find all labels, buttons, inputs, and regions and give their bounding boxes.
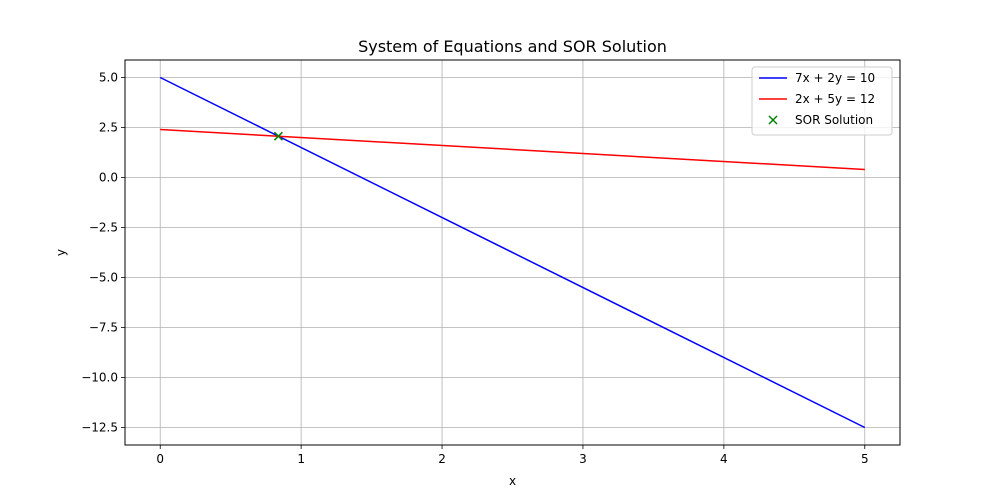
y-tick-label: −5.0	[89, 271, 118, 285]
x-tick-label: 1	[297, 452, 305, 466]
x-tick-label: 4	[720, 452, 728, 466]
y-tick-label: −10.0	[81, 371, 118, 385]
legend-entry: SOR Solution	[768, 113, 873, 127]
axis-ticks: 0 1 2 3 4 5 5.0 2.5 0.0 −2.5 −5.0 −7.5 −10.0 −12.5	[81, 71, 868, 467]
legend-entry: 2x + 5y = 12	[759, 92, 875, 106]
y-tick-label: −2.5	[89, 221, 118, 235]
plot-frame	[124, 59, 901, 446]
y-tick-label: −12.5	[81, 421, 118, 435]
y-tick-label: −7.5	[89, 321, 118, 335]
plot-series	[159, 76, 866, 429]
legend: 7x + 2y = 10 2x + 5y = 12 SOR Solution	[751, 66, 893, 136]
y-axis-label: y	[54, 249, 68, 256]
x-tick-label: 0	[156, 452, 164, 466]
legend-label: 7x + 2y = 10	[795, 71, 875, 85]
legend-entry: 7x + 2y = 10	[759, 71, 875, 85]
x-tick-label: 3	[579, 452, 587, 466]
x-axis-label: x	[509, 474, 516, 488]
x-tick-label: 2	[438, 452, 446, 466]
chart-title: System of Equations and SOR Solution	[358, 37, 667, 56]
y-tick-label: 0.0	[99, 171, 118, 185]
y-tick-label: 2.5	[99, 121, 118, 135]
scatter-point	[273, 131, 283, 141]
legend-label: 2x + 5y = 12	[795, 92, 875, 106]
legend-box	[751, 66, 893, 136]
legend-label: SOR Solution	[795, 113, 873, 127]
x-tick-label: 5	[861, 452, 869, 466]
y-tick-label: 5.0	[99, 71, 118, 85]
